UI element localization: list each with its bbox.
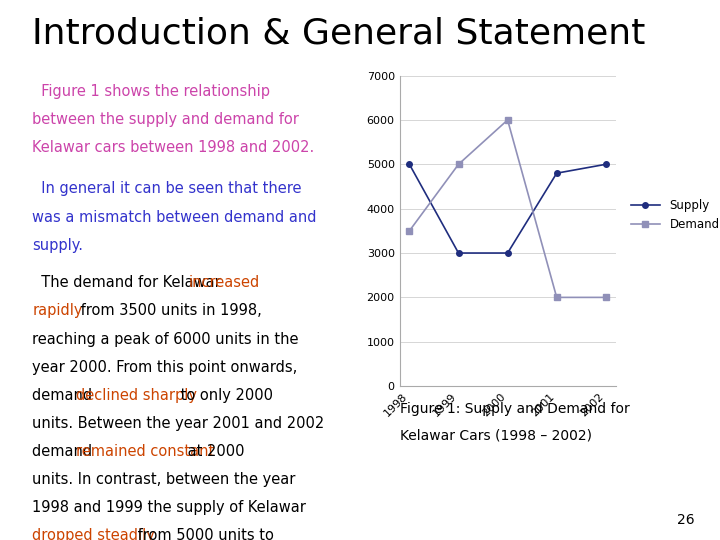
Text: from 5000 units to: from 5000 units to — [132, 528, 274, 540]
Text: remained constant: remained constant — [76, 444, 215, 459]
Text: Introduction & General Statement: Introduction & General Statement — [32, 16, 646, 50]
Text: demand: demand — [32, 388, 97, 403]
Text: In general it can be seen that there: In general it can be seen that there — [32, 181, 302, 197]
Text: rapidly: rapidly — [32, 303, 83, 319]
Text: demand: demand — [32, 444, 97, 459]
Text: Kelawar cars between 1998 and 2002.: Kelawar cars between 1998 and 2002. — [32, 140, 315, 155]
Text: declined sharply: declined sharply — [76, 388, 197, 403]
Text: 1998 and 1999 the supply of Kelawar: 1998 and 1999 the supply of Kelawar — [32, 500, 306, 515]
Text: was a mismatch between demand and: was a mismatch between demand and — [32, 210, 317, 225]
Text: 26: 26 — [678, 512, 695, 526]
Text: increased: increased — [189, 275, 260, 291]
Text: from 3500 units in 1998,: from 3500 units in 1998, — [76, 303, 262, 319]
Text: supply.: supply. — [32, 238, 84, 253]
Text: Figure 1: Supply and Demand for: Figure 1: Supply and Demand for — [400, 402, 629, 416]
Text: between the supply and demand for: between the supply and demand for — [32, 112, 300, 127]
Text: units. In contrast, between the year: units. In contrast, between the year — [32, 472, 296, 487]
Text: to only 2000: to only 2000 — [176, 388, 274, 403]
Text: reaching a peak of 6000 units in the: reaching a peak of 6000 units in the — [32, 332, 299, 347]
Text: dropped steadily: dropped steadily — [32, 528, 156, 540]
Text: year 2000. From this point onwards,: year 2000. From this point onwards, — [32, 360, 297, 375]
Text: at 2000: at 2000 — [183, 444, 244, 459]
Text: units. Between the year 2001 and 2002: units. Between the year 2001 and 2002 — [32, 416, 325, 431]
Text: Kelawar Cars (1998 – 2002): Kelawar Cars (1998 – 2002) — [400, 428, 592, 442]
Text: Figure 1 shows the relationship: Figure 1 shows the relationship — [32, 84, 271, 99]
Text: The demand for Kelawar: The demand for Kelawar — [32, 275, 226, 291]
Legend: Supply, Demand: Supply, Demand — [626, 194, 720, 236]
